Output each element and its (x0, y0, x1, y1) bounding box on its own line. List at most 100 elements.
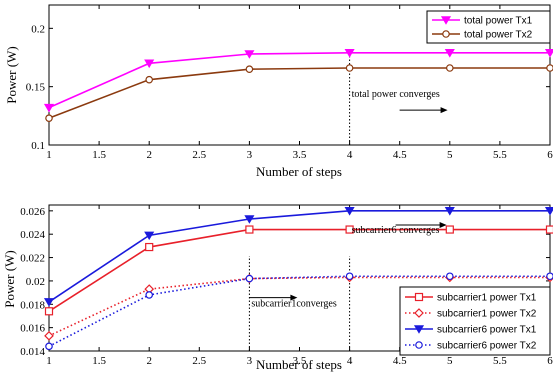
annotations-top: total power converges (352, 89, 448, 114)
series-line (48, 52, 550, 109)
x-tick-label: 5.5 (493, 149, 507, 161)
series-top (43, 49, 553, 122)
data-point (144, 231, 155, 241)
legend-marker (442, 30, 450, 38)
series-bottom (43, 207, 553, 351)
legend-marker (440, 16, 452, 25)
y-tick-label: 0.014 (20, 346, 45, 358)
legend-marker (415, 341, 423, 349)
series-line (48, 210, 550, 303)
legend-bottom: subcarrier1 power Tx1 subcarrier1 power T… (399, 286, 551, 356)
x-tick-label: 4.5 (393, 149, 407, 161)
data-point (544, 207, 553, 216)
y-tick-label: 0.022 (20, 253, 45, 265)
legend-label: subcarrier1 power Tx1 (437, 293, 537, 304)
series-line (48, 275, 550, 348)
legend-entry: subcarrier6 power Tx1 (405, 325, 537, 336)
x-tick-label: 1 (46, 149, 52, 161)
x-tick-label: 2 (146, 149, 152, 161)
y-tick-label: 0.1 (31, 140, 45, 152)
y-tick-label: 0.02 (26, 276, 45, 288)
x-tick-labels-top: 1 1.5 2 2.5 3 3.5 4 4.5 5 5.5 6 (46, 5, 553, 161)
data-point (445, 272, 454, 281)
arrow-head (290, 294, 298, 301)
annotation-text: subcarrier6 converges (352, 225, 440, 236)
legend-entry: total power Tx2 (432, 30, 533, 41)
series-3 (43, 207, 553, 307)
legend-box (399, 286, 551, 356)
data-point (245, 65, 254, 73)
x-axis-label-top: Number of steps (256, 164, 342, 179)
chart-bottom: 1 1.5 2 2.5 3 3.5 4 4.5 5 5.5 6 0.0140.0160.0180.0… (2, 204, 553, 372)
data-point (345, 272, 354, 281)
legend-label: total power Tx1 (464, 16, 533, 27)
data-point (345, 225, 354, 234)
x-tick-label: 2.5 (192, 355, 206, 367)
x-tick-label: 3.5 (293, 149, 307, 161)
x-tick-label: 3 (247, 355, 253, 367)
data-point (345, 64, 354, 72)
series-2 (45, 64, 553, 122)
series-1 (44, 225, 553, 316)
x-tick-label: 1 (46, 355, 52, 367)
data-point (44, 307, 54, 316)
data-point (44, 330, 54, 341)
x-tick-label: 5.5 (493, 355, 507, 367)
legend-entry: subcarrier1 power Tx2 (405, 308, 537, 320)
x-tick-label: 4 (347, 149, 353, 161)
data-point (546, 272, 553, 281)
series-4 (45, 272, 553, 351)
legend-marker (413, 325, 425, 334)
data-point (546, 64, 553, 72)
legend-label: subcarrier1 power Tx2 (437, 309, 537, 320)
legend-label: total power Tx2 (464, 30, 533, 41)
annotation-arrow (249, 294, 298, 301)
data-point (344, 207, 355, 216)
arrow-head (440, 107, 448, 114)
y-axis-label-bottom: Power (W) (2, 250, 17, 307)
data-point (444, 207, 455, 216)
data-point (344, 49, 355, 58)
annotation-arrow (395, 222, 447, 229)
series-line (48, 228, 550, 312)
arrow-head (439, 222, 447, 229)
data-point (445, 64, 454, 72)
data-point (43, 298, 55, 307)
data-point (245, 225, 254, 234)
data-point (445, 225, 454, 234)
data-point (545, 225, 553, 234)
x-tick-label: 1.5 (92, 355, 106, 367)
legend-top: total power Tx1 total power Tx2 (426, 10, 551, 44)
y-tick-label: 0.016 (20, 323, 45, 335)
x-tick-label: 2.5 (192, 149, 206, 161)
data-point (145, 242, 154, 252)
y-axis-label-top: Power (W) (4, 46, 19, 103)
x-tick-label: 3 (247, 149, 253, 161)
data-point (45, 114, 53, 122)
legend-marker (414, 292, 424, 302)
data-point (45, 342, 53, 351)
data-point (544, 49, 553, 58)
series-line (48, 67, 550, 119)
series-1 (43, 49, 553, 113)
x-tick-label: 4 (347, 355, 353, 367)
data-point (444, 49, 455, 58)
y-tick-labels-bottom: 0.014 0.016 0.018 0.02 0.022 0.024 0.026 (20, 206, 550, 358)
data-point (43, 103, 55, 113)
annotations-bottom: subcarrier6 converges subcarrier1converge… (249, 222, 447, 310)
legend-marker (414, 308, 424, 318)
annotation-arrow (399, 107, 448, 114)
data-point (244, 215, 255, 224)
x-tick-label: 5 (447, 355, 453, 367)
legend-entry: subcarrier6 power Tx2 (405, 341, 537, 352)
legend-label: subcarrier6 power Tx1 (437, 325, 537, 336)
x-tick-label: 3.5 (293, 355, 307, 367)
annotation-text: total power converges (352, 89, 440, 100)
x-tick-label: 1.5 (92, 149, 106, 161)
legend-entry: subcarrier1 power Tx1 (405, 293, 537, 304)
x-tick-label: 5 (447, 149, 453, 161)
y-tick-label: 0.018 (20, 299, 45, 311)
annotation-text: subcarrier1converges (251, 299, 336, 310)
chart-top: 1 1.5 2 2.5 3 3.5 4 4.5 5 5.5 6 0.1 0.15 0.2 total p… (4, 4, 553, 179)
data-point (245, 274, 254, 283)
